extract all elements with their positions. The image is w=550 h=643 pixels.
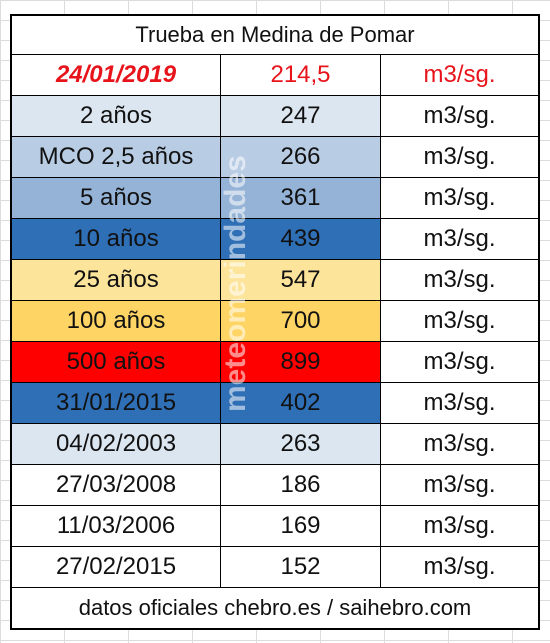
table-row: 25 años 547 m3/sg. — [12, 260, 538, 301]
table-row: 500 años 899 m3/sg. — [12, 342, 538, 383]
row-label: 27/02/2015 — [12, 547, 221, 587]
row-value: 700 — [221, 301, 381, 341]
row-unit: m3/sg. — [381, 424, 538, 464]
row-label: 500 años — [12, 342, 221, 382]
current-value: 214,5 — [221, 55, 381, 95]
row-label: 27/03/2008 — [12, 465, 221, 505]
table-row: 100 años 700 m3/sg. — [12, 301, 538, 342]
row-value: 439 — [221, 219, 381, 259]
row-unit: m3/sg. — [381, 260, 538, 300]
row-unit: m3/sg. — [381, 178, 538, 218]
row-unit: m3/sg. — [381, 465, 538, 505]
row-unit: m3/sg. — [381, 301, 538, 341]
return-period-rows: 2 años 247 m3/sg. MCO 2,5 años 266 m3/sg. 5 añ… — [12, 96, 538, 588]
row-value: 899 — [221, 342, 381, 382]
table-row: 2 años 247 m3/sg. — [12, 96, 538, 137]
row-value: 361 — [221, 178, 381, 218]
table-row: 04/02/2003 263 m3/sg. — [12, 424, 538, 465]
row-unit: m3/sg. — [381, 342, 538, 382]
table-row: MCO 2,5 años 266 m3/sg. — [12, 137, 538, 178]
row-value: 266 — [221, 137, 381, 177]
row-unit: m3/sg. — [381, 383, 538, 423]
row-value: 402 — [221, 383, 381, 423]
row-label: 2 años — [12, 96, 221, 136]
current-reading-row: 24/01/2019 214,5 m3/sg. — [12, 55, 538, 96]
table-row: 10 años 439 m3/sg. — [12, 219, 538, 260]
flow-table: Trueba en Medina de Pomar 24/01/2019 214… — [10, 14, 540, 630]
table-title: Trueba en Medina de Pomar — [12, 16, 538, 55]
row-value: 547 — [221, 260, 381, 300]
row-label: 11/03/2006 — [12, 506, 221, 546]
current-unit: m3/sg. — [381, 55, 538, 95]
row-unit: m3/sg. — [381, 96, 538, 136]
row-label: 04/02/2003 — [12, 424, 221, 464]
row-unit: m3/sg. — [381, 506, 538, 546]
row-value: 247 — [221, 96, 381, 136]
table-row: 11/03/2006 169 m3/sg. — [12, 506, 538, 547]
source-footer: datos oficiales chebro.es / saihebro.com — [78, 595, 472, 620]
row-label: 10 años — [12, 219, 221, 259]
row-label: 31/01/2015 — [12, 383, 221, 423]
row-label: 25 años — [12, 260, 221, 300]
row-unit: m3/sg. — [381, 547, 538, 587]
row-value: 169 — [221, 506, 381, 546]
row-value: 263 — [221, 424, 381, 464]
row-label: 5 años — [12, 178, 221, 218]
table-row: 27/02/2015 152 m3/sg. — [12, 547, 538, 588]
row-unit: m3/sg. — [381, 137, 538, 177]
table-row: 27/03/2008 186 m3/sg. — [12, 465, 538, 506]
row-label: 100 años — [12, 301, 221, 341]
table-row: 5 años 361 m3/sg. — [12, 178, 538, 219]
row-value: 186 — [221, 465, 381, 505]
table-row: 31/01/2015 402 m3/sg. — [12, 383, 538, 424]
current-date: 24/01/2019 — [12, 55, 221, 95]
row-unit: m3/sg. — [381, 219, 538, 259]
row-value: 152 — [221, 547, 381, 587]
row-label: MCO 2,5 años — [12, 137, 221, 177]
